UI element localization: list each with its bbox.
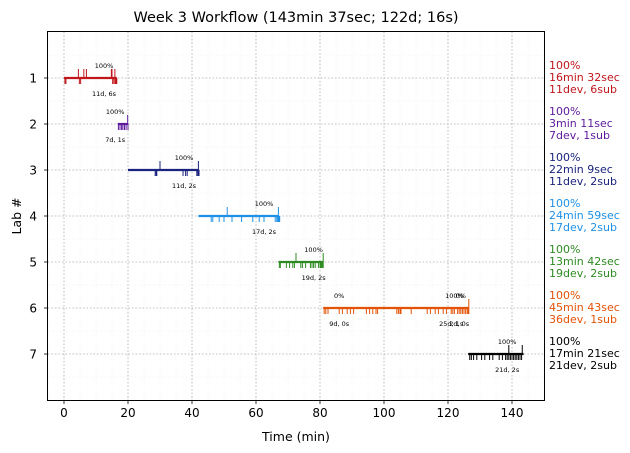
lab-5-summary-line: 100% [549, 243, 580, 256]
grid [47, 32, 545, 400]
count-label: 11d, 6s [92, 90, 117, 98]
lab-1-summary-line: 16min 32sec [549, 71, 620, 84]
completion-label: 100% [106, 108, 125, 116]
lab-4-summary-line: 24min 59sec [549, 209, 620, 222]
y-tick-label: 1 [29, 72, 37, 86]
completion-label: 100% [498, 338, 517, 346]
count-label: 2d, 0s [449, 320, 470, 328]
count-label: 25d, 1s [439, 320, 464, 328]
lab-6-summary-line: 36dev, 1sub [549, 313, 617, 326]
y-axis: 1 2 3 4 5 6 7 [29, 72, 48, 362]
count-label: 17d, 2s [252, 228, 277, 236]
lab-2-summary-line: 7dev, 1sub [549, 129, 610, 142]
x-tick-label: 60 [248, 406, 263, 420]
count-label: 19d, 2s [302, 274, 327, 282]
x-tick-label: 40 [184, 406, 199, 420]
x-tick-label: 120 [437, 406, 460, 420]
count-label: 21d, 2s [495, 366, 520, 374]
y-tick-label: 2 [29, 118, 37, 132]
x-tick-label: 0 [60, 406, 68, 420]
lab-3-summary-line: 22min 9sec [549, 163, 613, 176]
lab-3-summary-line: 11dev, 2sub [549, 175, 617, 188]
lab-7-group: 100% 21d, 2s [468, 338, 524, 374]
y-tick-label: 4 [29, 210, 37, 224]
completion-label: 100% [445, 292, 464, 300]
count-label: 7d, 1s [105, 136, 126, 144]
completion-label: 0% [456, 292, 466, 300]
chart-title: Week 3 Workflow (143min 37sec; 122d; 16s… [133, 10, 458, 26]
lab-6-summary-line: 100% [549, 289, 580, 302]
y-axis-label: Lab # [9, 197, 24, 234]
lab-7-summary-line: 21dev, 2sub [549, 359, 617, 372]
lab-4-summary-line: 17dev, 2sub [549, 221, 617, 234]
x-axis: 0 20 40 60 80 100 120 140 [60, 400, 523, 420]
x-tick-label: 140 [501, 406, 524, 420]
lab-4-group: 100% 17d, 2s [198, 200, 281, 236]
lab-4-summary-line: 100% [549, 197, 580, 210]
lab-3-group: 100% 11d, 2s [128, 154, 200, 190]
lab-7-summary-line: 100% [549, 335, 580, 348]
lab-3-summary-line: 100% [549, 151, 580, 164]
lab-5-summary-line: 19dev, 2sub [549, 267, 617, 280]
x-axis-label: Time (min) [261, 429, 330, 444]
count-label: 11d, 2s [172, 182, 197, 190]
completion-label: 100% [255, 200, 274, 208]
count-label: 9d, 0s [329, 320, 350, 328]
lab-2-summary-line: 100% [549, 105, 580, 118]
lab-5-summary-line: 13min 42sec [549, 255, 620, 268]
y-tick-label: 6 [29, 302, 37, 316]
y-tick-label: 5 [29, 256, 37, 270]
x-tick-label: 80 [312, 406, 327, 420]
lab-1-summary-line: 100% [549, 59, 580, 72]
lab-1-group: 100% 11d, 6s [64, 62, 118, 98]
lab-7-summary-line: 17min 21sec [549, 347, 620, 360]
lab-5-group: 100% 19d, 2s [278, 246, 326, 282]
completion-label: 100% [175, 154, 194, 162]
x-tick-label: 20 [120, 406, 135, 420]
lab-bars: 100% 11d, 6s 100% 7d, 1s 100% 11d, 2s 100% 17d,… [64, 62, 524, 374]
lab-1-summary-line: 11dev, 6sub [549, 83, 617, 96]
x-tick-label: 100 [373, 406, 396, 420]
y-tick-label: 3 [29, 164, 37, 178]
lab-2-summary-line: 3min 11sec [549, 117, 613, 130]
lab-2-group: 100% 7d, 1s [105, 108, 129, 144]
completion-label: 100% [304, 246, 323, 254]
lab-6-summary-line: 45min 43sec [549, 301, 620, 314]
completion-label: 0% [334, 292, 344, 300]
completion-label: 100% [95, 62, 114, 70]
y-tick-label: 7 [29, 348, 37, 362]
